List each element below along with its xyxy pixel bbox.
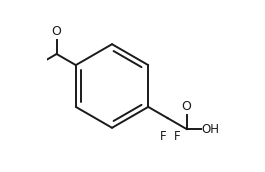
- Text: O: O: [52, 25, 61, 38]
- Text: OH: OH: [201, 123, 219, 136]
- Text: F: F: [160, 130, 167, 143]
- Text: F: F: [174, 130, 181, 143]
- Text: O: O: [182, 100, 192, 113]
